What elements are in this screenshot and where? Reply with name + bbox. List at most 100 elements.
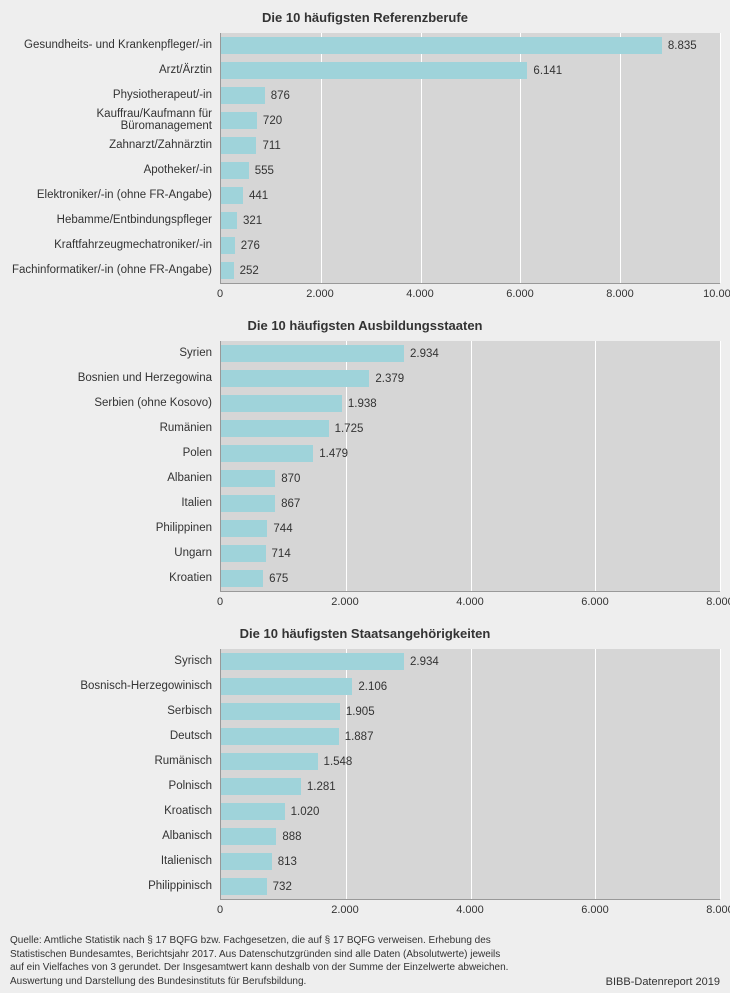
chart-block: Die 10 häufigsten Staatsangehörigkeiten S… <box>10 626 720 919</box>
bar-category-label: Hebamme/Entbindungspfleger <box>10 208 212 233</box>
bar: 1.548 <box>221 753 318 771</box>
bar-row: 2.934 <box>221 341 720 366</box>
bar-category-label: Albanien <box>10 466 212 491</box>
bar-category-label: Philippinisch <box>10 874 212 899</box>
bar-category-label: Philippinen <box>10 516 212 541</box>
bar-value-label: 720 <box>257 115 282 127</box>
bar-category-label: Serbien (ohne Kosovo) <box>10 391 212 416</box>
x-tick-label: 2.000 <box>331 904 359 916</box>
bar: 675 <box>221 570 263 588</box>
bar-row: 2.379 <box>221 366 720 391</box>
bar: 1.938 <box>221 395 342 413</box>
chart-title: Die 10 häufigsten Ausbildungsstaaten <box>10 318 720 333</box>
bar: 321 <box>221 212 237 230</box>
bar-category-label: Rumänien <box>10 416 212 441</box>
bar-category-label: Polnisch <box>10 774 212 799</box>
grid-line <box>720 649 721 899</box>
bar-row: 732 <box>221 874 720 899</box>
bar-row: 867 <box>221 491 720 516</box>
bar-row: 1.905 <box>221 699 720 724</box>
bar: 1.020 <box>221 803 285 821</box>
bar-value-label: 888 <box>276 831 301 843</box>
bar-category-label: Ungarn <box>10 541 212 566</box>
bar-category-label: Kauffrau/Kaufmann für Büromanagement <box>10 108 212 133</box>
bar-category-label: Italienisch <box>10 849 212 874</box>
bar-row: 8.835 <box>221 33 720 58</box>
bar-category-label: Kraftfahrzeugmechatroniker/-in <box>10 233 212 258</box>
bar-category-label: Physiotherapeut/-in <box>10 83 212 108</box>
chart-block: Die 10 häufigsten ReferenzberufeGesundhe… <box>10 10 720 303</box>
bar-category-label: Elektroniker/-in (ohne FR-Angabe) <box>10 183 212 208</box>
bar: 441 <box>221 187 243 205</box>
x-axis: 02.0004.0006.0008.00010.000 <box>220 283 720 303</box>
bar: 1.905 <box>221 703 340 721</box>
bar-value-label: 2.379 <box>369 373 404 385</box>
chart-block: Die 10 häufigsten Ausbildungsstaaten Syri… <box>10 318 720 611</box>
bar-row: 1.725 <box>221 416 720 441</box>
bar: 732 <box>221 878 267 896</box>
bar-row: 711 <box>221 133 720 158</box>
bar: 2.106 <box>221 678 352 696</box>
bar: 8.835 <box>221 37 662 55</box>
x-tick-label: 6.000 <box>581 904 609 916</box>
bar-row: 876 <box>221 83 720 108</box>
report-label: BIBB-Datenreport 2019 <box>606 976 720 988</box>
bar: 714 <box>221 545 266 563</box>
bar-value-label: 867 <box>275 498 300 510</box>
bar-value-label: 813 <box>272 856 297 868</box>
bar-category-label: Serbisch <box>10 699 212 724</box>
x-tick-label: 2.000 <box>306 288 334 300</box>
bar-row: 441 <box>221 183 720 208</box>
bar-category-label: Polen <box>10 441 212 466</box>
bar-row: 1.281 <box>221 774 720 799</box>
chart-title: Die 10 häufigsten Staatsangehörigkeiten <box>10 626 720 641</box>
bar-value-label: 2.934 <box>404 348 439 360</box>
bar-row: 1.020 <box>221 799 720 824</box>
bar-category-label: Syrien <box>10 341 212 366</box>
bar: 744 <box>221 520 267 538</box>
x-tick-label: 6.000 <box>506 288 534 300</box>
bar-category-label: Deutsch <box>10 724 212 749</box>
grid-line <box>720 341 721 591</box>
bar-value-label: 2.934 <box>404 656 439 668</box>
bar: 867 <box>221 495 275 513</box>
bar-category-label: Zahnarzt/Zahnärztin <box>10 133 212 158</box>
bar-category-label: Bosnisch-Herzegowinisch <box>10 674 212 699</box>
bar-category-label: Fachinformatiker/-in (ohne FR-Angabe) <box>10 258 212 283</box>
bar-row: 720 <box>221 108 720 133</box>
bar-value-label: 711 <box>256 140 280 152</box>
x-tick-label: 2.000 <box>331 596 359 608</box>
bar-value-label: 870 <box>275 473 300 485</box>
bar-value-label: 732 <box>267 881 292 893</box>
bar-category-label: Albanisch <box>10 824 212 849</box>
x-tick-label: 8.000 <box>706 596 730 608</box>
bar-category-label: Italien <box>10 491 212 516</box>
bar: 870 <box>221 470 275 488</box>
bar: 1.479 <box>221 445 313 463</box>
bar-value-label: 252 <box>234 265 259 277</box>
bar: 720 <box>221 112 257 130</box>
bar: 1.281 <box>221 778 301 796</box>
bar-row: 870 <box>221 466 720 491</box>
bar-value-label: 744 <box>267 523 292 535</box>
bar-value-label: 1.887 <box>339 731 374 743</box>
chart-title: Die 10 häufigsten Referenzberufe <box>10 10 720 25</box>
bar-row: 714 <box>221 541 720 566</box>
x-tick-label: 6.000 <box>581 596 609 608</box>
bar: 2.379 <box>221 370 369 388</box>
bar-row: 813 <box>221 849 720 874</box>
bar-value-label: 1.281 <box>301 781 336 793</box>
bar-value-label: 6.141 <box>527 65 562 77</box>
bar-category-label: Arzt/Ärztin <box>10 58 212 83</box>
bar-value-label: 8.835 <box>662 40 697 52</box>
bar-value-label: 441 <box>243 190 268 202</box>
bar-row: 1.479 <box>221 441 720 466</box>
x-tick-label: 4.000 <box>406 288 434 300</box>
bar-value-label: 1.020 <box>285 806 320 818</box>
x-tick-label: 8.000 <box>606 288 634 300</box>
bar: 276 <box>221 237 235 255</box>
bar-value-label: 1.905 <box>340 706 375 718</box>
x-tick-label: 10.000 <box>703 288 730 300</box>
bar-category-label: Rumänisch <box>10 749 212 774</box>
bar: 876 <box>221 87 265 105</box>
